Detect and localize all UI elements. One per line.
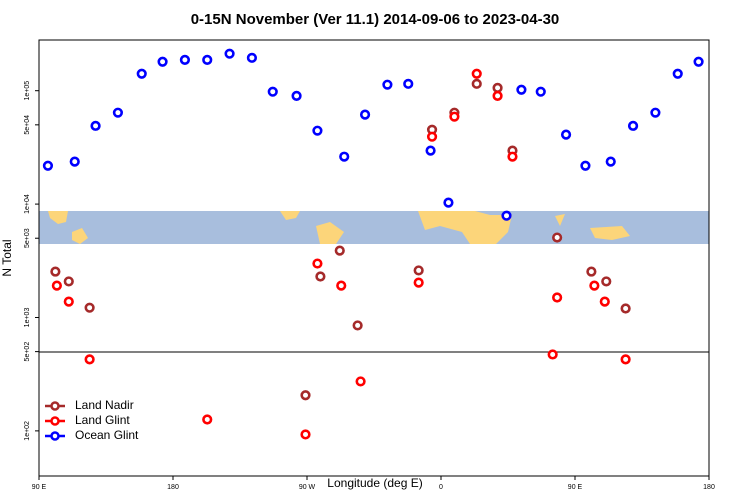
point — [300, 429, 311, 440]
point — [449, 111, 460, 122]
land — [555, 214, 565, 226]
map-band — [39, 211, 709, 244]
point — [63, 276, 74, 287]
point — [112, 107, 124, 118]
point — [267, 86, 278, 97]
x-tick-label: 90 W — [299, 484, 316, 491]
point — [560, 129, 572, 140]
y-tick-label: 5e+04 — [24, 115, 31, 135]
point — [507, 151, 518, 162]
land — [72, 228, 88, 244]
x-tick-label: 0 — [439, 484, 443, 491]
point — [492, 90, 503, 101]
point — [63, 296, 74, 307]
point — [650, 107, 661, 118]
point — [552, 292, 563, 303]
land — [316, 222, 344, 244]
point — [552, 232, 563, 243]
point — [443, 197, 454, 208]
point — [312, 258, 323, 269]
point — [84, 354, 95, 365]
legend-marker — [50, 416, 60, 426]
point — [693, 56, 704, 67]
land — [280, 211, 300, 220]
point — [355, 376, 366, 387]
point — [179, 54, 191, 65]
point — [90, 120, 101, 131]
point — [336, 280, 347, 291]
point — [339, 151, 350, 162]
point — [69, 156, 80, 167]
point — [672, 68, 683, 79]
y-axis-label: N Total — [0, 239, 14, 276]
x-tick-label: 90 E — [32, 484, 47, 491]
point — [471, 78, 482, 89]
point — [382, 79, 393, 90]
point — [202, 414, 213, 425]
legend-label: Land Glint — [75, 413, 130, 427]
point — [586, 266, 597, 277]
y-tick-label: 5e+02 — [24, 342, 31, 362]
land — [590, 226, 630, 240]
point — [426, 131, 438, 142]
point — [291, 90, 302, 101]
legend-label: Land Nadir — [75, 398, 134, 412]
x-axis-label: Longitude (deg E) — [327, 476, 422, 490]
point — [605, 156, 616, 167]
land — [48, 211, 68, 224]
y-tick-label: 5e+03 — [24, 228, 31, 248]
y-tick-label: 1e+04 — [24, 194, 31, 214]
point — [471, 68, 482, 79]
point — [300, 390, 311, 401]
point — [413, 277, 424, 288]
point — [492, 82, 503, 93]
point — [42, 160, 54, 171]
point — [599, 296, 610, 307]
point — [620, 303, 631, 314]
point — [84, 302, 95, 313]
ocean-band — [39, 211, 709, 244]
point — [589, 280, 600, 291]
point — [224, 48, 235, 59]
land — [418, 211, 512, 244]
point — [516, 84, 527, 95]
point — [627, 120, 639, 131]
point — [547, 349, 558, 360]
point — [580, 160, 591, 171]
point — [136, 68, 147, 79]
point — [312, 125, 323, 136]
point — [50, 266, 61, 277]
y-tick-label: 1e+02 — [24, 421, 31, 441]
y-tick-label: 1e+05 — [24, 81, 31, 101]
legend-marker — [50, 431, 60, 441]
point — [413, 265, 424, 276]
legend-marker — [50, 401, 60, 411]
plot-frame — [38, 39, 710, 477]
point — [315, 271, 326, 282]
point — [359, 109, 371, 120]
point — [246, 52, 258, 63]
x-tick-label: 180 — [703, 484, 715, 491]
point — [501, 210, 512, 221]
x-tick-label: 90 E — [568, 484, 583, 491]
point — [601, 276, 612, 287]
point — [202, 54, 213, 65]
point — [334, 245, 345, 256]
point — [157, 56, 168, 67]
point — [535, 86, 546, 97]
point — [51, 280, 62, 291]
point — [403, 78, 414, 89]
x-tick-label: 180 — [167, 484, 179, 491]
point — [620, 354, 631, 365]
chart-title: 0-15N November (Ver 11.1) 2014-09-06 to … — [191, 11, 560, 28]
y-tick-label: 1e+03 — [24, 308, 31, 328]
point — [352, 320, 363, 331]
legend-label: Ocean Glint — [75, 428, 139, 442]
point — [425, 145, 436, 156]
